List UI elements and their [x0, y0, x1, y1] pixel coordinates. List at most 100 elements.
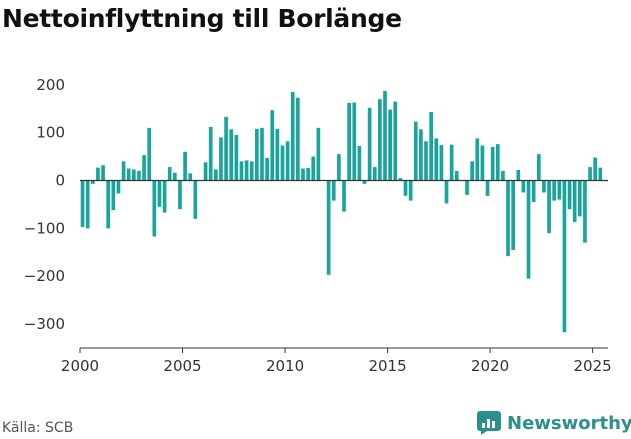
- bar: [501, 170, 505, 181]
- bar: [475, 138, 480, 181]
- bar: [249, 161, 254, 181]
- x-tick-label: 2005: [163, 357, 201, 375]
- bar: [147, 127, 152, 181]
- bar: [219, 137, 223, 181]
- bar: [116, 180, 121, 194]
- bar: [511, 180, 516, 250]
- source-note: Källa: SCB: [2, 420, 74, 436]
- bar: [111, 180, 116, 211]
- bar: [90, 180, 95, 184]
- bar: [449, 144, 454, 181]
- bar: [347, 102, 351, 181]
- bar: [296, 97, 300, 181]
- bar: [352, 102, 357, 181]
- bar: [465, 180, 469, 195]
- x-tick-label: 2010: [266, 357, 304, 375]
- bar: [167, 167, 172, 181]
- bar: [562, 180, 567, 333]
- bar: [444, 180, 449, 204]
- bar: [372, 167, 377, 181]
- bar: [265, 158, 269, 181]
- bar: [378, 99, 382, 181]
- bar: [413, 121, 418, 181]
- bar: [480, 145, 485, 181]
- bar: [362, 180, 367, 184]
- bar: [454, 170, 459, 181]
- y-tick-label: −100: [24, 219, 65, 237]
- bar: [567, 180, 572, 210]
- bar: [306, 168, 310, 181]
- bar: [126, 168, 131, 181]
- bar: [316, 127, 321, 181]
- bar: [224, 116, 228, 181]
- x-tick-label: 2015: [368, 357, 406, 375]
- bar: [424, 141, 428, 181]
- bar: [301, 168, 305, 181]
- bar: [506, 180, 510, 257]
- bar: [234, 135, 239, 181]
- bar: [85, 180, 90, 229]
- bar: [337, 154, 341, 181]
- bar: [193, 180, 198, 219]
- bar: [526, 180, 531, 279]
- bar: [393, 101, 398, 181]
- y-tick-label: −300: [24, 315, 65, 333]
- brand-logo: Newsworthy: [476, 408, 631, 438]
- y-tick-label: 200: [36, 76, 65, 94]
- bar: [383, 91, 387, 181]
- bar: [577, 180, 582, 217]
- bar: [101, 165, 105, 181]
- y-axis-ticks: 200 100 0 −100 −200 −300: [24, 76, 65, 333]
- bar: [244, 160, 249, 181]
- bar: [162, 180, 167, 213]
- newsworthy-logo-icon: [477, 411, 501, 435]
- bar: [342, 180, 346, 212]
- bar: [542, 180, 546, 193]
- x-tick-label: 2020: [471, 357, 509, 375]
- bar: [588, 167, 592, 181]
- bar: [131, 169, 136, 181]
- bar: [490, 147, 495, 181]
- bar: [495, 144, 500, 181]
- bar: [388, 109, 392, 181]
- bar: [429, 112, 433, 181]
- y-tick-label: −200: [24, 267, 65, 285]
- bar: [229, 129, 234, 181]
- bar: [239, 161, 244, 181]
- bar: [485, 180, 490, 196]
- bar: [260, 127, 264, 181]
- y-tick-label: 0: [55, 172, 65, 190]
- bar: [275, 128, 280, 181]
- bar: [367, 107, 372, 181]
- bar: [188, 173, 193, 181]
- bar: [106, 180, 111, 229]
- bar: [255, 128, 259, 181]
- bar: [552, 180, 557, 201]
- x-tick-label: 2000: [61, 357, 99, 375]
- bar: [439, 145, 444, 181]
- bar: [583, 180, 587, 243]
- bar: [152, 180, 157, 237]
- bar: [311, 156, 316, 181]
- bar: [178, 180, 182, 210]
- bar: [96, 167, 100, 181]
- bar: [285, 141, 290, 181]
- bar: [598, 167, 603, 181]
- bar: [521, 180, 526, 193]
- bar: [547, 180, 551, 234]
- bar: [531, 180, 536, 203]
- bar: [398, 178, 403, 181]
- bar: [403, 180, 408, 196]
- bar: [214, 169, 218, 181]
- bar: [142, 155, 146, 181]
- bar: [280, 145, 285, 181]
- x-tick-label: 2025: [574, 357, 612, 375]
- x-axis-ticks: 2000 2005 2010 2015 2020 2025: [61, 348, 612, 375]
- bar: [408, 180, 413, 201]
- bar: [419, 129, 423, 181]
- bars-group: [80, 91, 603, 333]
- bar: [536, 154, 541, 181]
- bar: [357, 146, 362, 181]
- bar: [121, 161, 126, 181]
